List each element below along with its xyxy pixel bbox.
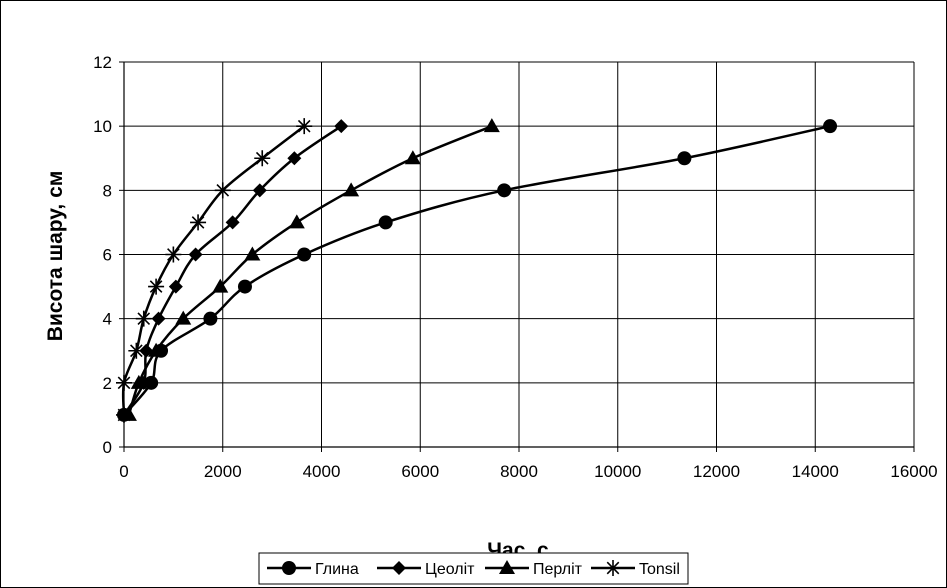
legend-label-diamond: Цеоліт bbox=[425, 561, 475, 578]
y-tick-label: 2 bbox=[103, 374, 112, 393]
series-diamond bbox=[117, 119, 349, 422]
data-point-star bbox=[190, 214, 207, 231]
y-tick-label: 6 bbox=[103, 246, 112, 265]
series-line-star bbox=[121, 125, 305, 415]
data-point-triangle bbox=[130, 374, 147, 389]
data-point-star bbox=[296, 118, 313, 135]
legend-label-circle: Глина bbox=[315, 561, 359, 578]
data-point-triangle bbox=[404, 150, 421, 165]
data-point-circle bbox=[237, 279, 252, 294]
data-point-circle bbox=[203, 311, 218, 326]
x-tick-label: 4000 bbox=[303, 462, 341, 481]
data-point-circle bbox=[297, 247, 312, 262]
data-point-triangle bbox=[343, 182, 360, 197]
y-tick-labels: 0 2 4 6 8 10 12 bbox=[93, 53, 112, 457]
x-tick-label: 16000 bbox=[890, 462, 937, 481]
legend-label-triangle: Перліт bbox=[533, 561, 583, 578]
legend-marker-star bbox=[605, 560, 621, 576]
data-point-diamond bbox=[252, 183, 267, 198]
data-point-star bbox=[135, 310, 152, 327]
legend-label-star: Tonsil bbox=[639, 561, 680, 578]
x-tick-labels: 0 2000 4000 6000 8000 10000 12000 14000 16000 bbox=[119, 462, 937, 481]
series-line-triangle bbox=[127, 125, 493, 416]
x-tick-label: 10000 bbox=[594, 462, 641, 481]
data-point-star bbox=[165, 246, 182, 263]
y-tick-label: 8 bbox=[103, 181, 112, 200]
data-point-star bbox=[128, 342, 145, 359]
data-point-circle bbox=[497, 183, 512, 198]
legend: Глина Цеоліт Перліт Tonsil bbox=[258, 552, 689, 585]
axes bbox=[119, 61, 915, 452]
x-tick-label: 12000 bbox=[693, 462, 740, 481]
data-point-triangle bbox=[483, 118, 500, 133]
data-point-triangle bbox=[148, 342, 165, 357]
series-star bbox=[116, 118, 313, 423]
data-point-star bbox=[254, 150, 271, 167]
x-tick-label: 14000 bbox=[792, 462, 839, 481]
series-line-circle bbox=[123, 124, 831, 416]
y-tick-label: 10 bbox=[93, 117, 112, 136]
series-group bbox=[116, 118, 838, 423]
y-tick-label: 4 bbox=[103, 310, 112, 329]
data-point-triangle bbox=[244, 246, 261, 261]
data-point-triangle bbox=[175, 310, 192, 325]
data-point-star bbox=[214, 182, 231, 199]
legend-marker-triangle bbox=[499, 560, 515, 574]
x-tick-label: 0 bbox=[119, 462, 128, 481]
data-point-star bbox=[116, 406, 132, 423]
series-line-diamond bbox=[122, 125, 342, 416]
data-point-triangle bbox=[288, 214, 305, 229]
grid-lines bbox=[124, 61, 915, 447]
data-point-diamond bbox=[168, 279, 183, 294]
data-point-triangle bbox=[120, 406, 137, 421]
data-point-diamond bbox=[188, 247, 203, 262]
legend-marker-diamond bbox=[392, 561, 406, 575]
data-point-diamond bbox=[334, 119, 349, 134]
data-point-circle bbox=[677, 151, 692, 166]
data-point-diamond bbox=[225, 215, 240, 230]
x-tick-label: 2000 bbox=[204, 462, 242, 481]
data-point-circle bbox=[823, 119, 838, 134]
data-point-diamond bbox=[287, 151, 302, 166]
y-tick-label: 0 bbox=[103, 438, 112, 457]
data-point-star bbox=[148, 278, 165, 295]
data-point-star bbox=[116, 374, 132, 391]
x-tick-label: 6000 bbox=[401, 462, 439, 481]
legend-marker-circle bbox=[282, 561, 296, 575]
data-point-diamond bbox=[151, 311, 166, 326]
y-tick-label: 12 bbox=[93, 53, 112, 72]
data-point-triangle bbox=[212, 278, 229, 293]
series-triangle bbox=[120, 118, 500, 421]
x-tick-label: 8000 bbox=[500, 462, 538, 481]
series-circle bbox=[117, 119, 838, 422]
data-point-circle bbox=[144, 375, 159, 390]
data-point-circle bbox=[378, 215, 393, 230]
y-axis-title: Висота шару, см bbox=[44, 171, 67, 342]
